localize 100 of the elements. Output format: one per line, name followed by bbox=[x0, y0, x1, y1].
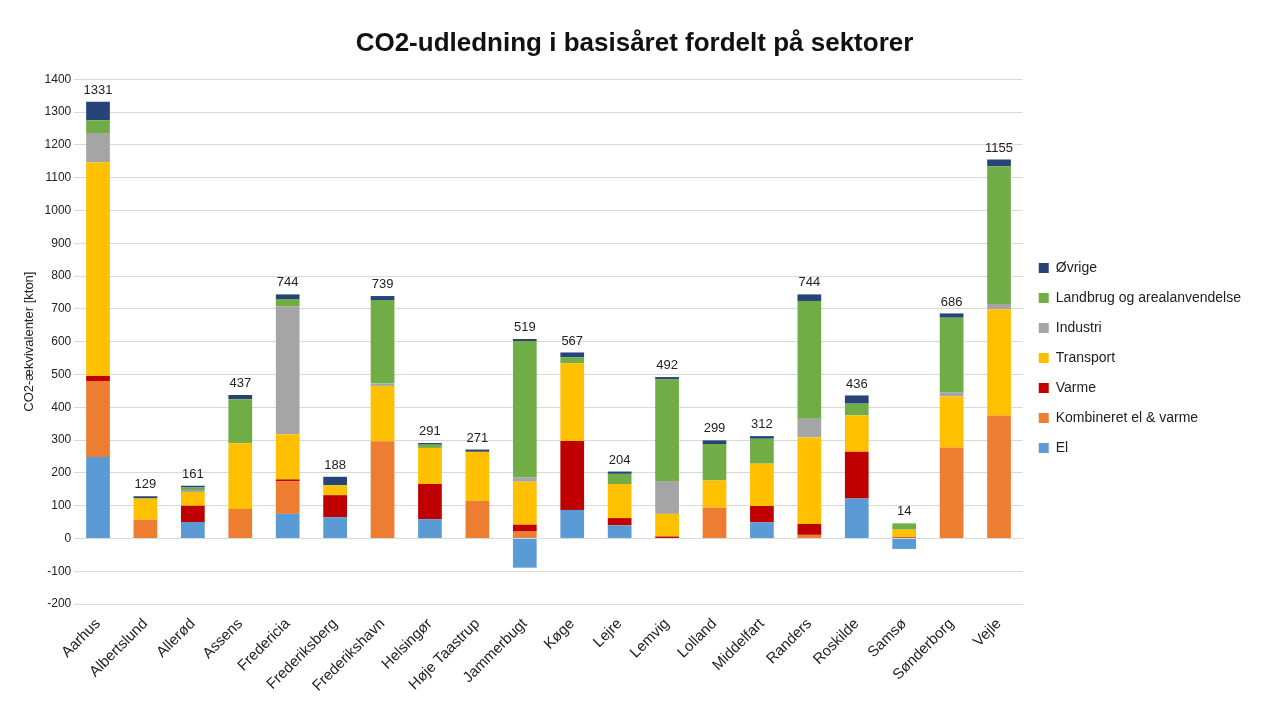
bar bbox=[86, 101, 110, 121]
bar bbox=[86, 133, 110, 163]
y-tick-label: 500 bbox=[51, 366, 72, 381]
total-label: 204 bbox=[608, 451, 631, 467]
bar bbox=[892, 523, 917, 530]
legend-label: El bbox=[1055, 438, 1069, 455]
bar bbox=[892, 538, 917, 549]
bar bbox=[323, 517, 347, 538]
bar bbox=[797, 418, 822, 438]
bar bbox=[987, 309, 1011, 416]
bar bbox=[275, 298, 300, 307]
bar bbox=[844, 498, 869, 538]
bar bbox=[560, 357, 585, 364]
bar bbox=[275, 306, 300, 435]
bar bbox=[465, 500, 490, 538]
bar bbox=[750, 438, 774, 464]
bar bbox=[655, 481, 679, 514]
total-label: 686 bbox=[940, 293, 963, 309]
bar bbox=[133, 498, 158, 520]
y-tick-label: 200 bbox=[51, 465, 72, 480]
bar bbox=[512, 538, 537, 568]
bar bbox=[844, 403, 869, 416]
bar bbox=[987, 303, 1011, 310]
bar bbox=[228, 508, 253, 538]
bar bbox=[370, 299, 395, 384]
bar bbox=[939, 313, 964, 318]
bar bbox=[939, 392, 964, 397]
bar bbox=[844, 415, 869, 452]
legend-label: Landbrug og arealanvendelse bbox=[1055, 288, 1242, 305]
y-tick-label: 1300 bbox=[44, 104, 72, 119]
bar bbox=[86, 162, 110, 377]
bar bbox=[275, 513, 300, 538]
y-axis-title: CO2-ækvivalenter [kton] bbox=[21, 271, 37, 412]
total-label: 271 bbox=[466, 429, 489, 445]
bar bbox=[275, 434, 300, 480]
bar bbox=[418, 519, 442, 538]
bar bbox=[228, 443, 253, 509]
total-label: 299 bbox=[703, 420, 726, 436]
bar bbox=[655, 513, 679, 537]
bar bbox=[750, 436, 774, 439]
bar bbox=[228, 399, 253, 444]
bar bbox=[607, 473, 632, 485]
bar bbox=[607, 525, 632, 538]
total-label: 188 bbox=[324, 456, 346, 472]
y-tick-label: 700 bbox=[51, 301, 72, 316]
total-label: 1331 bbox=[83, 81, 113, 97]
bar bbox=[750, 522, 774, 538]
bar bbox=[228, 395, 253, 400]
total-label: 519 bbox=[513, 319, 536, 335]
bar bbox=[797, 524, 822, 535]
bar bbox=[797, 300, 822, 419]
bar bbox=[512, 477, 537, 482]
total-label: 161 bbox=[182, 465, 204, 481]
bar bbox=[418, 447, 442, 485]
bar bbox=[86, 381, 110, 458]
bar bbox=[702, 443, 727, 481]
y-tick-label: 900 bbox=[51, 235, 72, 250]
total-label: 291 bbox=[419, 423, 441, 439]
total-label: 739 bbox=[371, 276, 394, 292]
bar bbox=[797, 294, 822, 301]
bar bbox=[323, 476, 347, 486]
y-tick-label: 1000 bbox=[44, 202, 72, 217]
bar bbox=[512, 524, 537, 532]
total-label: 129 bbox=[134, 476, 157, 492]
legend-label: Kombineret el & varme bbox=[1055, 408, 1199, 425]
y-tick-label: 600 bbox=[51, 333, 72, 348]
bar bbox=[370, 441, 395, 538]
bar bbox=[86, 457, 110, 538]
bar bbox=[512, 531, 537, 538]
bar bbox=[181, 505, 205, 523]
bar bbox=[560, 363, 585, 442]
total-label: 492 bbox=[656, 357, 678, 373]
y-tick-label: 800 bbox=[51, 268, 72, 283]
bar bbox=[797, 437, 822, 525]
bar bbox=[750, 505, 774, 523]
total-label: 744 bbox=[276, 274, 299, 290]
bar bbox=[607, 518, 632, 526]
bar bbox=[987, 159, 1011, 167]
bar bbox=[418, 484, 442, 520]
bar bbox=[86, 120, 110, 133]
bar bbox=[370, 385, 395, 442]
bar bbox=[892, 529, 917, 538]
legend-label: Industri bbox=[1055, 318, 1102, 335]
bar bbox=[560, 352, 585, 358]
bar bbox=[86, 376, 110, 381]
chart-title: CO2-udledning i basisåret fordelt på sektorer bbox=[355, 26, 914, 57]
bar bbox=[655, 379, 679, 482]
bar bbox=[275, 481, 300, 514]
bar bbox=[512, 340, 537, 478]
y-tick-label: 1100 bbox=[45, 169, 72, 184]
bar bbox=[512, 481, 537, 525]
legend-label: Øvrige bbox=[1055, 258, 1098, 275]
legend-label: Varme bbox=[1055, 378, 1097, 395]
bar bbox=[750, 463, 774, 506]
bar bbox=[560, 509, 585, 538]
bar bbox=[939, 396, 964, 448]
y-tick-label: 1400 bbox=[44, 71, 72, 86]
total-label: 312 bbox=[751, 416, 773, 432]
bar bbox=[465, 451, 490, 501]
bar bbox=[275, 294, 300, 299]
